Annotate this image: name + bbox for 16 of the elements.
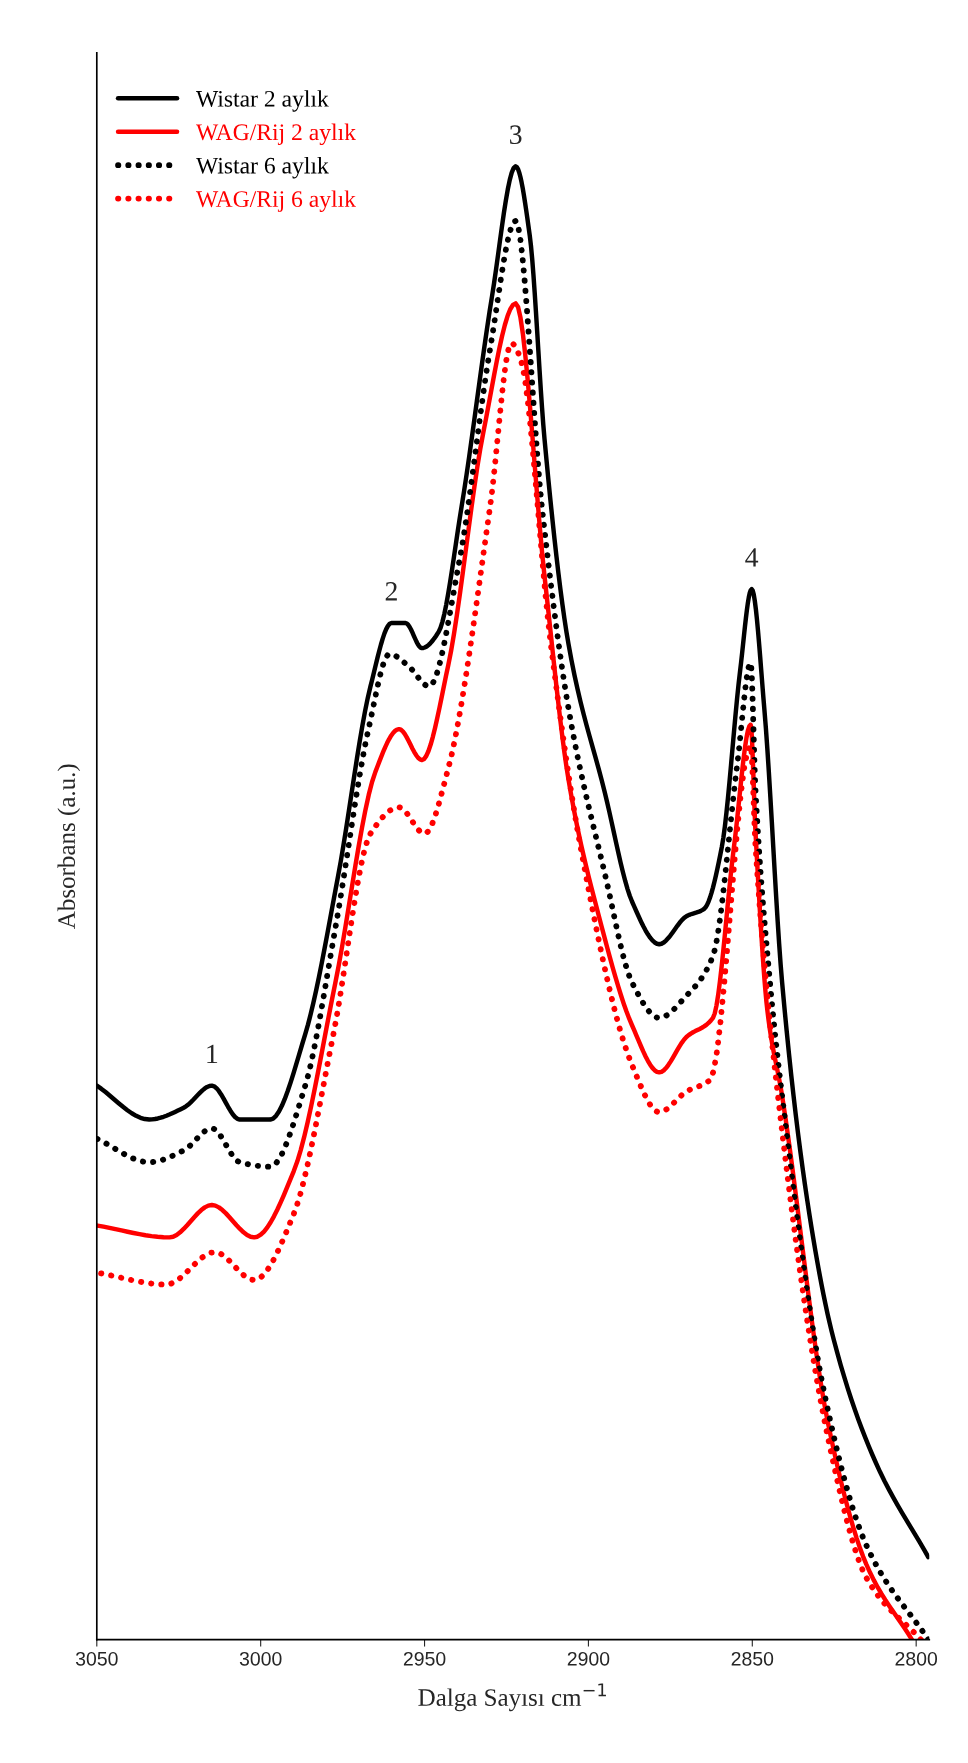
annotation: 1 <box>207 1044 218 1064</box>
x-tick-label: 2950 <box>403 1651 446 1666</box>
x-tick-label: 2800 <box>895 1651 938 1666</box>
legend-label: Wistar 6 aylık <box>195 157 329 179</box>
y-axis-title: Absorbans (a.u.) <box>57 764 81 929</box>
annotation: 2 <box>385 582 397 601</box>
x-tick-label: 2900 <box>567 1651 610 1666</box>
annotation: 4 <box>745 548 759 567</box>
x-axis-title: Dalga Sayısı cm$^{−1}$ <box>418 1683 606 1712</box>
x-tick-label: 3000 <box>239 1651 282 1666</box>
annotation: 3 <box>510 125 522 145</box>
legend-label: Wistar 2 aylık <box>195 90 329 112</box>
x-tick-label: 2850 <box>731 1651 774 1666</box>
legend-label: WAG/Rij 6 aylık <box>195 190 356 212</box>
legend-label: WAG/Rij 2 aylık <box>195 123 356 146</box>
x-tick-label: 3050 <box>75 1651 118 1666</box>
